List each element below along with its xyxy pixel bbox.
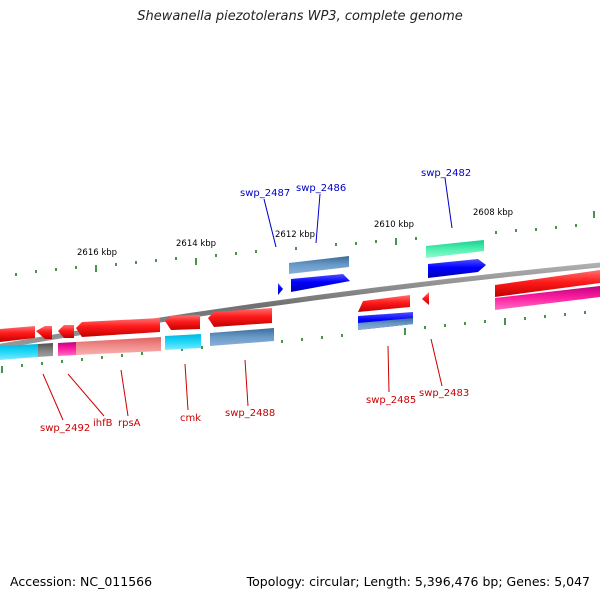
scale-ticks-outer [15, 211, 595, 276]
gene-label[interactable]: ihfB [93, 418, 113, 429]
scale-label: 2614 kbp [176, 239, 216, 249]
scale-label: 2616 kbp [77, 248, 117, 258]
band-ihfB[interactable] [58, 342, 76, 356]
gene-swp_2492[interactable] [0, 326, 35, 342]
gene-swp_2487[interactable] [278, 283, 283, 295]
band-gray[interactable] [38, 343, 53, 357]
gene-swp_2488[interactable] [208, 308, 272, 327]
scale-label: 2608 kbp [473, 208, 513, 218]
gene-small-red[interactable] [36, 326, 52, 339]
gene-label[interactable]: swp_2486 [296, 183, 346, 194]
gene-label[interactable]: swp_2485 [366, 395, 416, 406]
gene-label[interactable]: swp_2483 [419, 388, 469, 399]
gene-swp_2483[interactable] [422, 292, 429, 305]
accession-text: Accession: NC_011566 [10, 574, 153, 589]
genome-summary-text: Topology: circular; Length: 5,396,476 bp… [246, 574, 590, 589]
forward-leaders [263, 177, 453, 248]
map-title: Shewanella piezotolerans WP3, complete g… [137, 9, 463, 24]
band-swp_2488[interactable] [210, 328, 274, 346]
gene-ihfB[interactable] [58, 325, 74, 338]
gene-right-red[interactable] [495, 270, 600, 297]
reverse-genes [0, 270, 600, 360]
gene-label[interactable]: swp_2488 [225, 408, 275, 419]
gene-label[interactable]: cmk [180, 413, 201, 424]
gene-swp_2485-band2[interactable] [358, 318, 413, 330]
gene-swp_2482-band[interactable] [426, 240, 484, 258]
scale-label: 2610 kbp [374, 220, 414, 230]
gene-label[interactable]: swp_2492 [40, 423, 90, 434]
band-cmk[interactable] [165, 334, 201, 350]
band-rpsA[interactable] [76, 337, 161, 355]
gene-rpsA[interactable] [76, 318, 160, 337]
gene-cmk[interactable] [165, 315, 200, 330]
reverse-leaders [42, 338, 443, 421]
scale-label: 2612 kbp [275, 230, 315, 240]
gene-label[interactable]: swp_2487 [240, 188, 290, 199]
gene-swp_2486[interactable] [291, 274, 350, 292]
forward-genes [278, 240, 486, 295]
band-swp_2492[interactable] [0, 344, 38, 360]
gene-label[interactable]: swp_2482 [421, 168, 471, 179]
gene-swp_2482[interactable] [428, 259, 486, 278]
gene-label[interactable]: rpsA [118, 418, 141, 429]
gene-swp_2485[interactable] [358, 295, 410, 312]
scale-ticks-inner [1, 311, 586, 373]
genome-backbone [0, 262, 600, 349]
gene-right-magenta[interactable] [495, 286, 600, 310]
gene-swp_2486-band[interactable] [289, 256, 349, 274]
